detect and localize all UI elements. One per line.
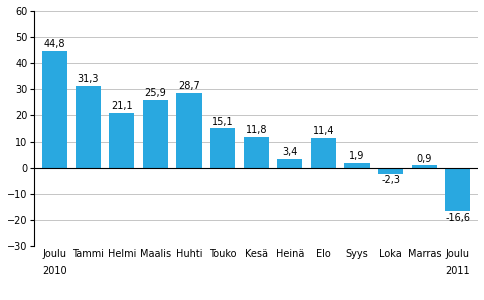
Text: -2,3: -2,3 — [380, 175, 399, 185]
Text: 31,3: 31,3 — [77, 74, 99, 84]
Bar — [42, 51, 67, 168]
Bar — [344, 163, 369, 168]
Text: 15,1: 15,1 — [212, 117, 233, 127]
Text: 3,4: 3,4 — [282, 147, 297, 157]
Text: 28,7: 28,7 — [178, 81, 199, 91]
Bar — [378, 168, 402, 174]
Text: 2010: 2010 — [42, 266, 67, 276]
Bar — [411, 165, 436, 168]
Text: 21,1: 21,1 — [111, 101, 132, 111]
Text: 25,9: 25,9 — [144, 88, 166, 98]
Bar — [176, 93, 201, 168]
Text: 2011: 2011 — [445, 266, 469, 276]
Text: 11,8: 11,8 — [245, 125, 266, 135]
Bar — [444, 168, 469, 211]
Bar — [210, 128, 235, 168]
Text: -16,6: -16,6 — [444, 213, 469, 223]
Bar — [310, 138, 335, 168]
Bar — [243, 137, 268, 168]
Bar — [76, 86, 101, 168]
Bar — [142, 100, 167, 168]
Text: 44,8: 44,8 — [44, 39, 65, 49]
Bar — [109, 112, 134, 168]
Text: 11,4: 11,4 — [312, 126, 333, 136]
Text: 0,9: 0,9 — [416, 154, 431, 164]
Bar — [277, 159, 302, 168]
Text: 1,9: 1,9 — [348, 151, 364, 161]
